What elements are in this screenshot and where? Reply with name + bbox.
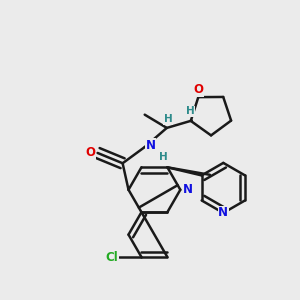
Text: H: H [160,152,168,162]
Text: N: N [146,139,156,152]
Text: Cl: Cl [106,250,118,264]
Text: H: H [186,106,195,116]
Text: N: N [218,206,228,219]
Text: H: H [164,114,172,124]
Text: O: O [85,146,95,159]
Text: O: O [193,83,203,96]
Text: N: N [183,183,193,196]
